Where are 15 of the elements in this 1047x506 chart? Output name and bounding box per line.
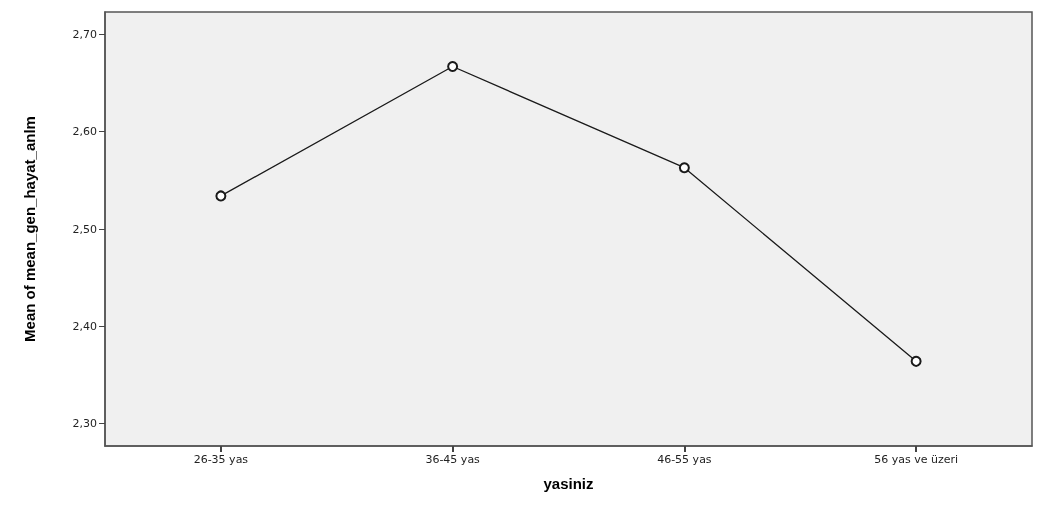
y-axis-title: Mean of mean_gen_hayat_anlm — [21, 116, 38, 342]
point — [910, 355, 922, 367]
y-tick-label: 2,50 — [72, 222, 97, 236]
x-tick-label: 36-45 yas — [425, 453, 481, 466]
point — [447, 61, 459, 72]
y-tick-label: 2,30 — [72, 417, 97, 431]
x-tick-label: 46-55 yas — [657, 453, 712, 466]
x-tick-label: 56 yas ve üzeri — [874, 453, 959, 466]
y-tick-label: 2,70 — [72, 27, 97, 41]
x-axis-title: yasiniz — [543, 475, 594, 492]
x-tick-label: 26-35 yas — [193, 453, 249, 466]
point — [215, 190, 227, 202]
y-tick-label: 2,60 — [72, 125, 97, 139]
point — [678, 162, 690, 174]
y-tick-label: 2,40 — [72, 319, 97, 333]
